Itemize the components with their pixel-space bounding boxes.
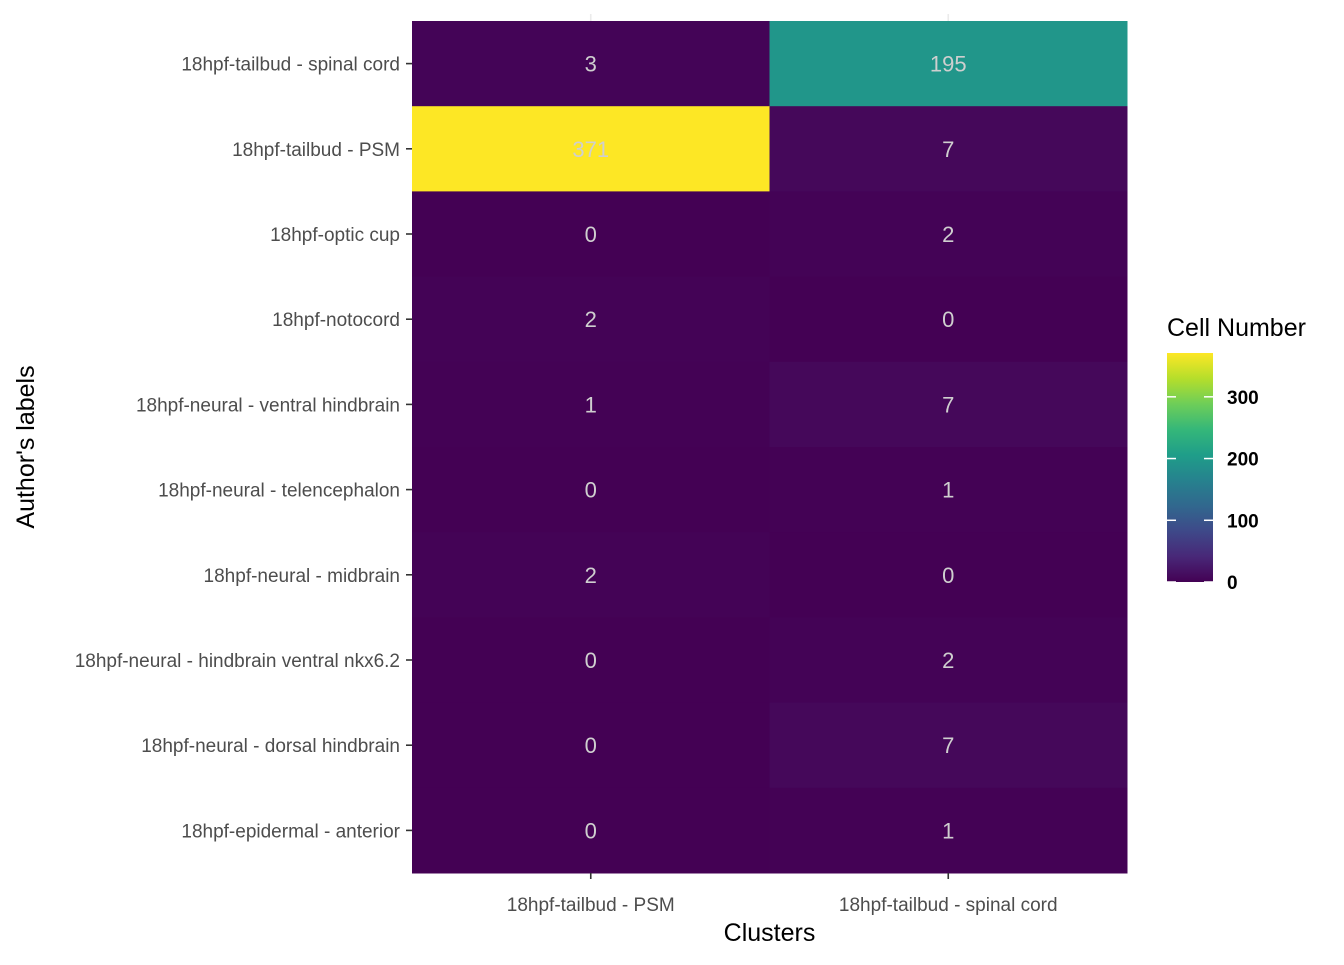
cell-value-label: 7	[942, 733, 954, 758]
cell-value-label: 1	[942, 478, 954, 503]
heatmap-cell	[412, 21, 770, 107]
heatmap-cell	[769, 276, 1128, 363]
cell-value-label: 0	[585, 818, 597, 843]
heatmap-cell	[412, 617, 770, 704]
cell-value-label: 7	[942, 137, 954, 162]
heatmap-cell	[769, 617, 1128, 704]
heatmap-cell	[769, 532, 1128, 618]
cell-value-label: 0	[585, 733, 597, 758]
y-tick-label: 18hpf-neural - ventral hindbrain	[136, 395, 400, 416]
cell-value-label: 2	[942, 648, 954, 673]
cell-value-label: 2	[585, 307, 597, 332]
y-tick-label: 18hpf-neural - hindbrain ventral nkx6.2	[75, 651, 400, 672]
cell-value-label: 371	[572, 137, 609, 162]
colorbar-legend: Cell Number 0 100 200 300	[1167, 314, 1306, 594]
y-tick-label: 18hpf-optic cup	[270, 225, 400, 246]
colorbar-tick-label: 200	[1227, 450, 1259, 471]
cell-value-label: 3	[585, 52, 597, 77]
heatmap-cell	[769, 702, 1128, 789]
y-axis-title: Author's labels	[12, 365, 40, 528]
y-tick-label: 18hpf-epidermal - anterior	[181, 821, 400, 842]
y-axis: 18hpf-tailbud - spinal cord 18hpf-tailbud…	[75, 55, 412, 842]
heatmap-cell	[769, 447, 1128, 533]
cell-labels-layer: 3 195 371 7 0 2 2 0 1 7 0 1 2 0 0 2 0 7 0 1	[572, 52, 966, 844]
y-tick-label: 18hpf-tailbud - PSM	[232, 140, 400, 161]
cell-value-label: 2	[942, 222, 954, 247]
y-tick-label: 18hpf-notocord	[272, 310, 400, 331]
cell-value-label: 0	[585, 222, 597, 247]
cell-value-label: 1	[585, 392, 597, 417]
heatmap-cell	[412, 702, 770, 789]
heatmap-cell	[412, 106, 770, 192]
cell-value-label: 7	[942, 392, 954, 417]
x-axis: 18hpf-tailbud - PSM 18hpf-tailbud - spina…	[507, 873, 1058, 916]
y-tick-label: 18hpf-neural - telencephalon	[158, 481, 400, 502]
cell-value-label: 0	[942, 563, 954, 588]
cell-value-label: 0	[585, 648, 597, 673]
cell-value-label: 0	[585, 478, 597, 503]
heatmap-cell	[769, 787, 1128, 874]
y-tick-label: 18hpf-neural - dorsal hindbrain	[141, 736, 400, 757]
heatmap-cell	[412, 276, 770, 363]
heatmap-cell	[769, 106, 1128, 192]
heatmap-cell	[412, 191, 770, 278]
legend-title: Cell Number	[1167, 314, 1306, 342]
heatmap-cell	[769, 191, 1128, 278]
heatmap-cell	[769, 21, 1128, 107]
heatmap-cell	[412, 532, 770, 618]
cell-value-label: 0	[942, 307, 954, 332]
colorbar-tick-label: 0	[1227, 573, 1238, 594]
colorbar	[1167, 353, 1213, 582]
cell-value-label: 1	[942, 818, 954, 843]
y-tick-label: 18hpf-tailbud - spinal cord	[181, 55, 400, 76]
y-tick-label: 18hpf-neural - midbrain	[204, 566, 400, 587]
colorbar-tick-label: 100	[1227, 511, 1259, 532]
heatmap-cell	[412, 361, 770, 448]
colorbar-tick-label: 300	[1227, 388, 1259, 409]
x-tick-label: 18hpf-tailbud - spinal cord	[839, 895, 1058, 916]
x-tick-label: 18hpf-tailbud - PSM	[507, 895, 675, 916]
heatmap-cell	[769, 361, 1128, 448]
heatmap-cell	[412, 447, 770, 533]
cell-value-label: 195	[930, 52, 967, 77]
cells-layer	[412, 21, 1128, 874]
heatmap-cell	[412, 787, 770, 874]
cell-value-label: 2	[585, 563, 597, 588]
x-axis-title: Clusters	[724, 919, 816, 947]
